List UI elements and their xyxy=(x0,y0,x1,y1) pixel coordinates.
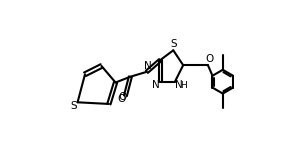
Text: S: S xyxy=(70,101,77,111)
Text: O: O xyxy=(206,54,214,64)
Text: O: O xyxy=(118,92,127,101)
Text: N: N xyxy=(152,80,160,90)
Text: H: H xyxy=(180,81,187,90)
Text: S: S xyxy=(170,39,177,49)
Text: N: N xyxy=(175,80,183,90)
Text: N: N xyxy=(144,61,152,71)
Text: O: O xyxy=(117,94,125,104)
